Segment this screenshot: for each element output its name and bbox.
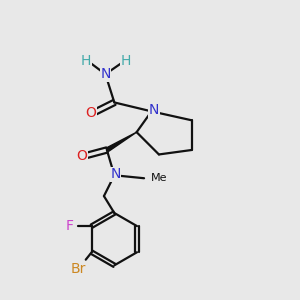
Text: N: N bbox=[100, 67, 111, 81]
Text: N: N bbox=[110, 167, 121, 182]
Text: N: N bbox=[149, 103, 159, 117]
Text: O: O bbox=[76, 149, 87, 163]
Text: H: H bbox=[121, 54, 131, 68]
Text: F: F bbox=[66, 219, 74, 233]
Text: Me: Me bbox=[151, 173, 167, 183]
Text: Br: Br bbox=[70, 262, 86, 276]
Polygon shape bbox=[106, 132, 136, 152]
Text: H: H bbox=[81, 54, 91, 68]
Text: O: O bbox=[86, 106, 97, 120]
